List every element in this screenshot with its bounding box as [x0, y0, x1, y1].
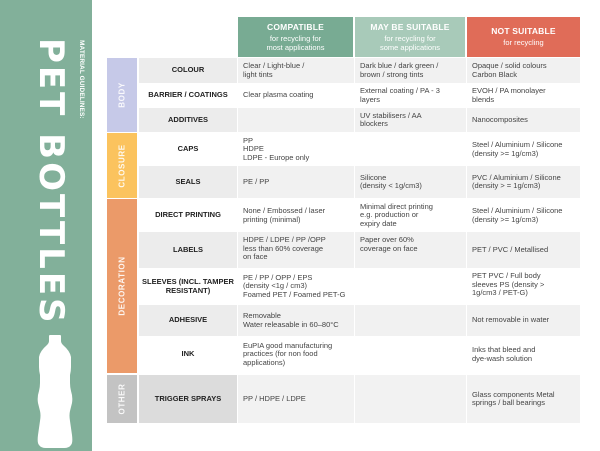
section-body: BODY: [107, 58, 137, 132]
section-other: OTHER: [107, 375, 137, 423]
column-subtitle: for recycling: [503, 38, 544, 47]
row-label: ADDITIVES: [139, 108, 237, 132]
sidebar-panel: MATERIAL GUIDELINES: PET BOTTLES: [0, 0, 92, 451]
cell-may-be-suitable: [355, 375, 466, 423]
column-subtitle: for recycling for most applications: [266, 33, 325, 52]
column-subtitle: for recycling for some applications: [379, 33, 441, 52]
cell-not-suitable: EVOH / PA monolayer blends: [472, 86, 546, 104]
cell-compatible: None / Embossed / laser printing (minima…: [243, 206, 326, 224]
table-row-additives: ADDITIVES UV stabilisers / AA blockers N…: [139, 108, 580, 132]
cell-compatible: Clear plasma coating: [243, 90, 314, 100]
table-row-barrier-coatings: BARRIER / COATINGS Clear plasma coating …: [139, 83, 580, 108]
cell-compatible: Removable Water releasable in 60–80°C: [238, 305, 354, 336]
cell-may-be-suitable: Dark blue / dark green / brown / strong …: [355, 58, 466, 83]
cell-may-be-suitable: [355, 133, 466, 166]
cell-may-be-suitable: UV stabilisers / AA blockers: [355, 108, 466, 132]
cell-may-be-suitable: Silicone (density < 1g/cm3): [355, 166, 466, 198]
bottle-icon: [37, 335, 73, 448]
table-row-sleeves: SLEEVES (INCL. TAMPER RESISTANT) PE / PP…: [139, 268, 580, 305]
cell-compatible: PE / PP: [238, 166, 354, 198]
section-label: DECORATION: [117, 256, 127, 316]
cell-not-suitable: PVC / Aluminium / Silicone (density > = …: [467, 166, 580, 198]
cell-not-suitable: PET / PVC / Metallised: [467, 232, 580, 268]
column-header-compatible: COMPATIBLE for recycling for most applic…: [238, 17, 353, 57]
cell-not-suitable: Steel / Aluminium / Silicone (density >=…: [472, 140, 563, 158]
subtitle: MATERIAL GUIDELINES:: [78, 40, 85, 119]
table-row-seals: SEALS PE / PP Silicone (density < 1g/cm3…: [139, 166, 580, 198]
table-row-ink: INK EuPIA good manufacturing practices (…: [139, 336, 580, 373]
row-label: CAPS: [177, 144, 199, 154]
cell-not-suitable: Not removable in water: [467, 305, 580, 336]
row-label: TRIGGER SPRAYS: [139, 375, 237, 423]
cell-not-suitable: Opaque / solid colours Carbon Black: [467, 58, 580, 83]
cell-may-be-suitable: [355, 268, 466, 305]
row-label: DIRECT PRINTING: [155, 210, 221, 220]
row-label: LABELS: [139, 232, 237, 268]
cell-may-be-suitable: External coating / PA - 3 layers: [360, 86, 440, 104]
cell-not-suitable: PET PVC / Full body sleeves PS (density …: [472, 271, 545, 297]
cell-compatible: PP / HDPE / LDPE: [238, 375, 354, 423]
table-row-direct-printing: DIRECT PRINTING None / Embossed / laser …: [139, 199, 580, 232]
section-label: BODY: [117, 82, 127, 108]
cell-compatible: [238, 108, 354, 132]
cell-not-suitable: Steel / Aluminium / Silicone (density >=…: [472, 206, 563, 224]
table-row-caps: CAPS PP HDPE LDPE - Europe only Steel / …: [139, 133, 580, 166]
cell-not-suitable: Inks that bleed and dye-wash solution: [472, 345, 536, 363]
row-label: INK: [181, 349, 195, 359]
cell-compatible: HDPE / LDPE / PP /OPP less than 60% cove…: [238, 232, 354, 268]
column-title: NOT SUITABLE: [491, 26, 556, 36]
table-row-labels: LABELS HDPE / LDPE / PP /OPP less than 6…: [139, 232, 580, 268]
row-label: SEALS: [139, 166, 237, 198]
cell-may-be-suitable: Minimal direct printing e.g. production …: [360, 201, 433, 228]
cell-may-be-suitable: [355, 336, 466, 373]
column-title: COMPATIBLE: [267, 21, 324, 32]
column-header-not-suitable: NOT SUITABLE for recycling: [467, 17, 580, 57]
cell-compatible: PE / PP / OPP / EPS (density <1g / cm3) …: [243, 272, 346, 299]
cell-not-suitable: Nanocomposites: [467, 108, 580, 132]
row-label: ADHESIVE: [139, 305, 237, 336]
section-label: OTHER: [117, 383, 127, 415]
section-closure: CLOSURE: [107, 133, 137, 198]
row-label: SLEEVES (INCL. TAMPER RESISTANT): [142, 277, 234, 295]
cell-may-be-suitable: Paper over 60% coverage on face: [355, 232, 466, 268]
section-decoration: DECORATION: [107, 199, 137, 373]
page-title: PET BOTTLES: [31, 38, 71, 326]
section-label: CLOSURE: [117, 143, 127, 188]
column-header-may-be-suitable: MAY BE SUITABLE for recycling for some a…: [355, 17, 465, 57]
cell-compatible: PP HDPE LDPE - Europe only: [243, 135, 310, 162]
cell-not-suitable: Glass components Metal springs / ball be…: [467, 375, 580, 423]
table-row-trigger-sprays: TRIGGER SPRAYS PP / HDPE / LDPE Glass co…: [139, 375, 580, 423]
cell-compatible: Clear / Light-blue / light tints: [238, 58, 354, 83]
cell-compatible: EuPIA good manufacturing practices (for …: [243, 340, 333, 367]
cell-may-be-suitable: [355, 305, 466, 336]
table-row-colour: COLOUR Clear / Light-blue / light tints …: [139, 58, 580, 83]
table-row-adhesive: ADHESIVE Removable Water releasable in 6…: [139, 305, 580, 336]
column-title: MAY BE SUITABLE: [370, 21, 450, 32]
row-label: BARRIER / COATINGS: [148, 90, 228, 100]
row-label: COLOUR: [139, 58, 237, 83]
